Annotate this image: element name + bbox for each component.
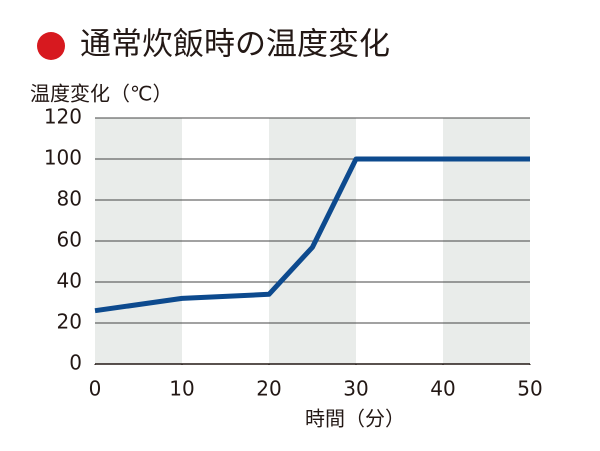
chart-title: 通常炊飯時の温度変化 — [80, 27, 390, 63]
title-marker — [37, 32, 65, 60]
y-tick-label: 80 — [57, 187, 82, 211]
y-tick-label: 0 — [69, 351, 82, 375]
data-line — [94, 156, 530, 314]
x-axis-label: 時間（分） — [305, 407, 405, 431]
y-tick-label: 40 — [57, 269, 82, 293]
y-axis-label: 温度変化（℃） — [30, 82, 172, 106]
x-tick-label: 40 — [430, 377, 455, 401]
x-tick-label: 50 — [517, 377, 542, 401]
x-tick-label: 20 — [256, 377, 281, 401]
x-tick-label: 10 — [169, 377, 194, 401]
y-tick-label: 20 — [57, 310, 82, 334]
x-tick-label: 0 — [89, 377, 102, 401]
x-tick-label: 30 — [343, 377, 368, 401]
y-tick-label: 100 — [44, 146, 82, 170]
y-tick-label: 120 — [44, 105, 82, 129]
y-tick-label: 60 — [57, 228, 82, 252]
